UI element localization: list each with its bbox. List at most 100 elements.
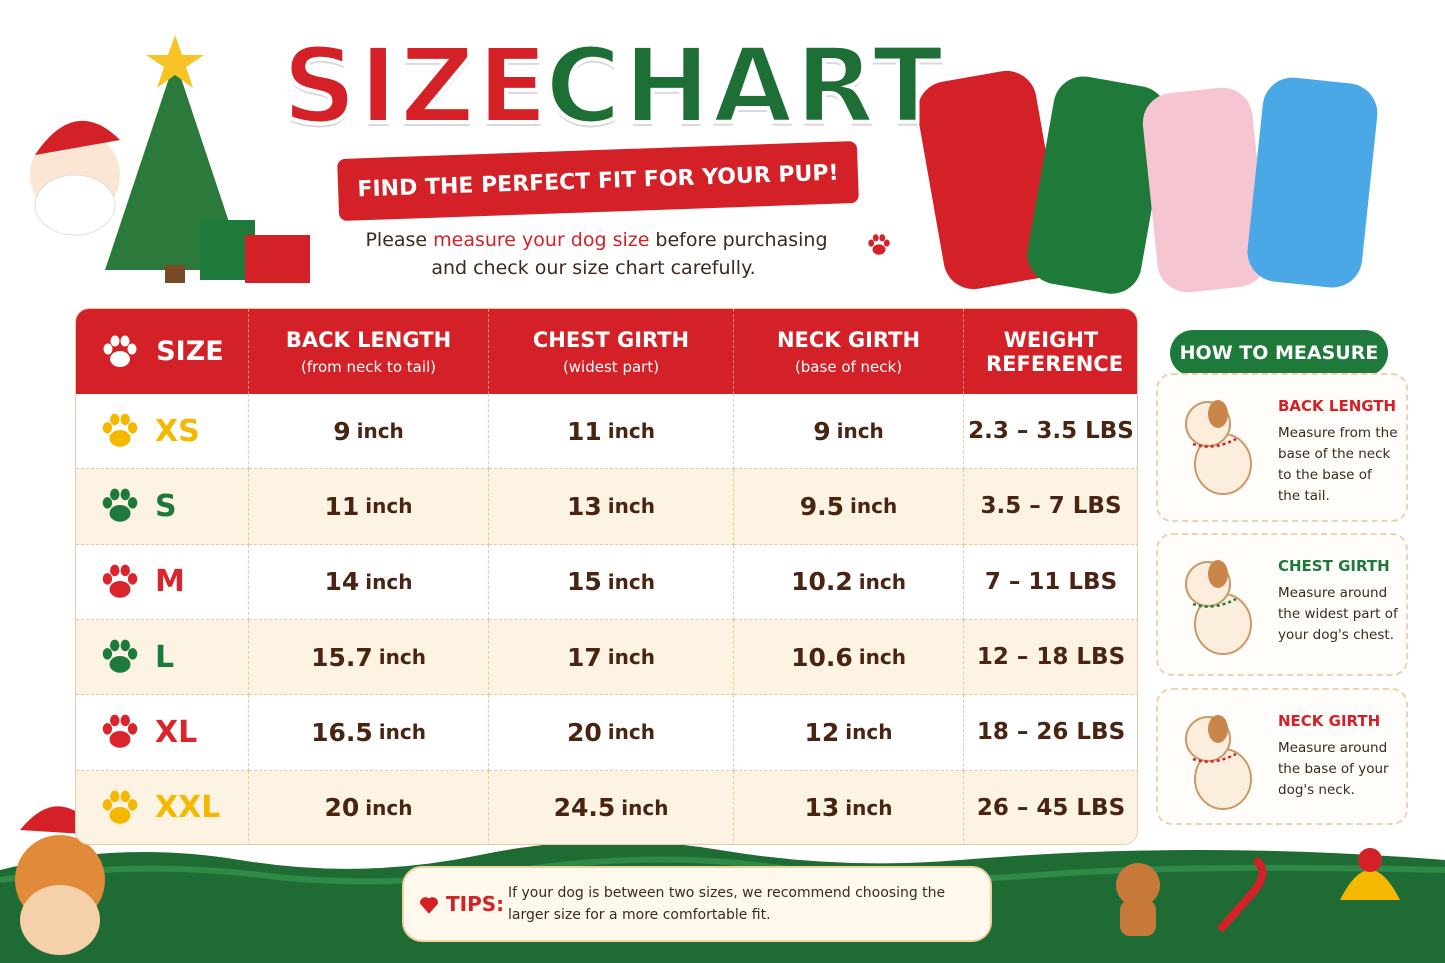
paw-icon <box>99 561 141 603</box>
measure-unit: inch <box>836 419 884 444</box>
column-title: WEIGHT REFERENCE <box>986 327 1124 376</box>
heart-icon <box>420 897 438 914</box>
measure-item-text: Measure around the widest part of your d… <box>1278 585 1398 643</box>
measure-unit: inch <box>356 419 404 444</box>
paw-icon <box>99 485 141 527</box>
measure-value: 10.2 <box>791 567 853 597</box>
measure-value: 10.6 <box>791 642 853 672</box>
measure-value: 9.5 <box>799 491 845 521</box>
dog-illustration <box>1185 715 1252 810</box>
column-header: BACK LENGTH (from neck to tail) <box>249 309 489 394</box>
measure-unit: inch <box>378 720 426 745</box>
weight-value: 7 – 11 LBS <box>984 568 1118 595</box>
column-header: CHEST GIRTH (widest part) <box>489 309 734 394</box>
column-subtitle: (from neck to tail) <box>300 357 437 376</box>
measure-unit: inch <box>365 494 413 519</box>
value-cell: 20 inch <box>489 695 734 771</box>
measure-card: NECK GIRTH Measure around the base of you… <box>1156 688 1408 825</box>
column-title: CHEST GIRTH <box>532 327 690 352</box>
paw-icon <box>99 787 141 829</box>
column-header: SIZE <box>76 309 249 394</box>
measure-value: 16.5 <box>311 717 373 747</box>
size-cell: XS <box>76 394 249 470</box>
value-cell: 9 inch <box>734 394 964 470</box>
dog-illustration <box>1185 560 1252 655</box>
measure-unit: inch <box>845 795 893 820</box>
size-label: S <box>155 488 177 524</box>
size-cell: XXL <box>76 770 249 844</box>
title-right: CHART <box>543 23 946 149</box>
value-cell: 10.6 inch <box>734 620 964 696</box>
measure-card: CHEST GIRTH Measure around the widest par… <box>1156 533 1408 676</box>
value-cell: 12 – 18 LBS <box>964 620 1137 696</box>
measure-value: 15.7 <box>311 642 373 672</box>
measure-value: 9 <box>333 416 351 446</box>
value-cell: 18 – 26 LBS <box>964 695 1137 771</box>
measure-value: 14 <box>324 567 360 597</box>
measure-unit: inch <box>607 494 655 519</box>
measure-title: HOW TO MEASURE <box>1170 330 1388 376</box>
measure-value: 13 <box>804 793 840 823</box>
measure-value: 9 <box>813 416 831 446</box>
measure-item-title: NECK GIRTH <box>1278 712 1381 730</box>
value-cell: 3.5 – 7 LBS <box>964 469 1137 545</box>
value-cell: 7 – 11 LBS <box>964 544 1137 620</box>
value-cell: 15.7 inch <box>249 620 489 696</box>
size-label: XS <box>155 413 200 449</box>
intro-highlight: measure your dog size <box>433 229 650 251</box>
size-label: XXL <box>155 790 221 826</box>
value-cell: 20 inch <box>249 770 489 844</box>
value-cell: 13 inch <box>734 770 964 844</box>
measure-item-title: CHEST GIRTH <box>1278 557 1390 575</box>
measure-value: 13 <box>567 491 602 521</box>
measure-value: 12 <box>804 717 840 747</box>
value-cell: 13 inch <box>489 469 734 545</box>
paw-icon <box>99 410 141 452</box>
measure-unit: inch <box>365 795 413 820</box>
intro: Please measure your dog size before purcha… <box>350 226 840 282</box>
size-cell: S <box>76 469 249 545</box>
size-label: XL <box>155 714 198 750</box>
tips-text: If your dog is between two sizes, we rec… <box>508 885 946 923</box>
measure-unit: inch <box>858 645 906 670</box>
measure-unit: inch <box>607 645 655 670</box>
value-cell: 2.3 – 3.5 LBS <box>964 394 1137 470</box>
value-cell: 11 inch <box>489 394 734 470</box>
size-cell: L <box>76 620 249 696</box>
tips: TIPS: If your dog is between two sizes, … <box>402 866 992 942</box>
size-cell: M <box>76 544 249 620</box>
value-cell: 15 inch <box>489 544 734 620</box>
weight-value: 12 – 18 LBS <box>976 644 1126 671</box>
measure-unit: inch <box>607 419 655 444</box>
value-cell: 17 inch <box>489 620 734 696</box>
measure-value: 11 <box>567 416 602 446</box>
measure-unit: inch <box>621 795 669 820</box>
measure-unit: inch <box>845 720 893 745</box>
measure-unit: inch <box>378 645 426 670</box>
weight-value: 3.5 – 7 LBS <box>980 493 1122 520</box>
measure-item-title: BACK LENGTH <box>1278 397 1397 415</box>
measure-unit: inch <box>607 720 655 745</box>
intro-text: Please <box>365 229 428 251</box>
measure-unit: inch <box>607 569 655 594</box>
measure-value: 20 <box>324 793 360 823</box>
value-cell: 16.5 inch <box>249 695 489 771</box>
column-header: NECK GIRTH (base of neck) <box>734 309 964 394</box>
weight-value: 18 – 26 LBS <box>976 719 1126 746</box>
value-cell: 12 inch <box>734 695 964 771</box>
value-cell: 24.5 inch <box>489 770 734 844</box>
measure-unit: inch <box>858 569 906 594</box>
weight-value: 26 – 45 LBS <box>976 794 1126 821</box>
measure-value: 20 <box>567 717 602 747</box>
value-cell: 11 inch <box>249 469 489 545</box>
measure-card: BACK LENGTH Measure from the base of the … <box>1156 373 1408 522</box>
weight-value: 2.3 – 3.5 LBS <box>968 418 1134 445</box>
measure-value: 15 <box>567 567 602 597</box>
column-title: BACK LENGTH <box>285 327 452 352</box>
column-title: SIZE <box>156 336 224 367</box>
value-cell: 10.2 inch <box>734 544 964 620</box>
title-left: SIZE <box>280 23 551 149</box>
tips-label: TIPS: <box>446 892 505 916</box>
value-cell: 9.5 inch <box>734 469 964 545</box>
